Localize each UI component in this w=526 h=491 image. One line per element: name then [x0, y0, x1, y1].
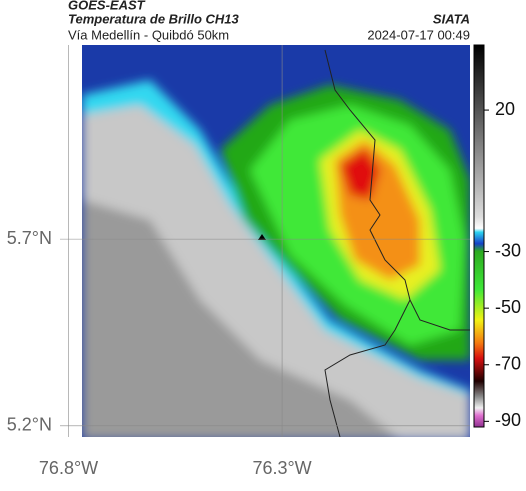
satellite-image [82, 45, 470, 437]
colorbar-tick-label: -30 [495, 240, 521, 260]
marker [258, 234, 266, 240]
y-tick-label: 5.7°N [7, 228, 52, 248]
colorbar [473, 44, 485, 428]
region: Vía Medellín - Quibdó 50km [68, 27, 229, 42]
y-tick-label: 5.2°N [7, 415, 52, 435]
x-tick-label: 76.3°W [252, 458, 311, 478]
border [324, 49, 470, 437]
colorbar-tick-label: 20 [495, 99, 515, 119]
colorbar-tick-label: -50 [495, 297, 521, 317]
colorbar-tick-label: -90 [495, 410, 521, 430]
timestamp: 2024-07-17 00:49 [367, 27, 470, 42]
axes: 76.8°W 76.3°W 5.7°N 5.2°N 20 -30 -50 -70 -90 [7, 45, 521, 478]
subtitle: Temperatura de Brillo CH13 [68, 11, 240, 26]
title: GOES-EAST [68, 0, 146, 12]
x-tick-label: 76.8°W [39, 458, 98, 478]
header: GOES-EAST Temperatura de Brillo CH13 SIA… [68, 0, 470, 42]
source: SIATA [433, 11, 470, 26]
colorbar-tick-label: -70 [495, 353, 521, 373]
